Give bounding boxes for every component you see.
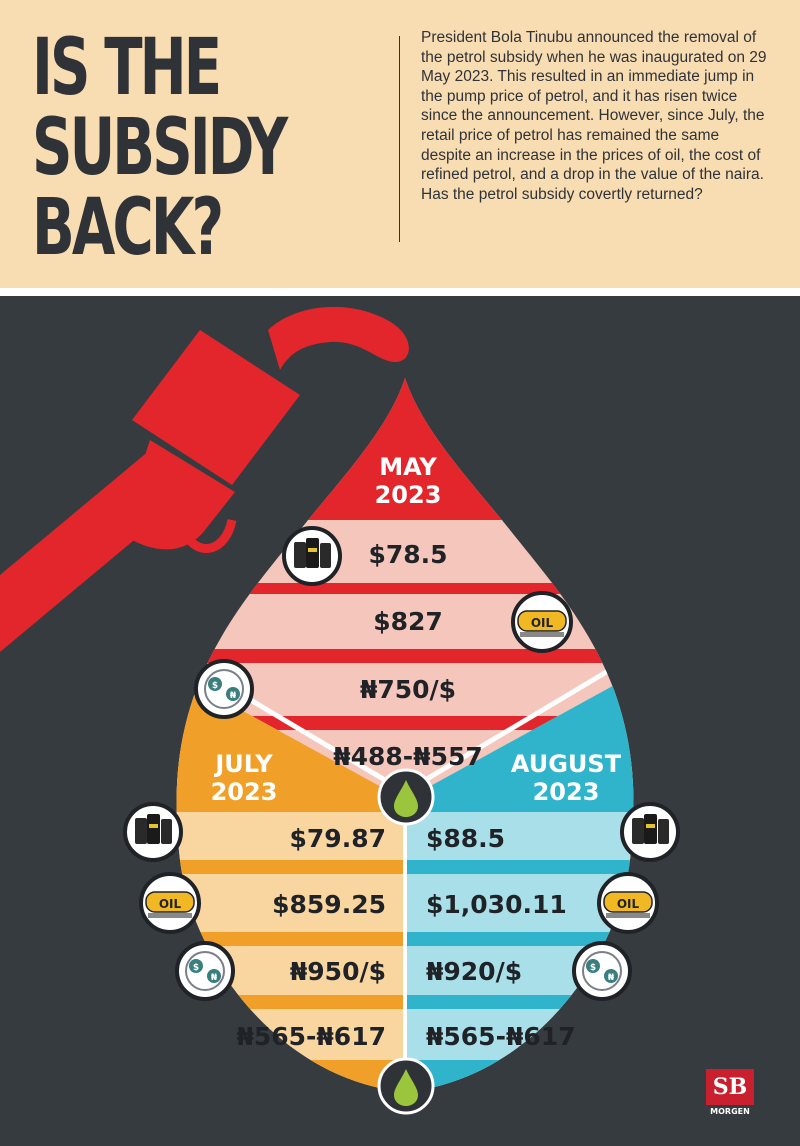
july-pump-price: ₦565-₦617 xyxy=(236,1022,386,1051)
tanker-label: OIL xyxy=(159,897,182,911)
july-refined-price: $859.25 xyxy=(272,890,386,919)
headline-line-1: IS THE xyxy=(32,23,222,113)
august-label-line2: 2023 xyxy=(533,778,600,806)
headline: IS THE SUBSIDY BACK? xyxy=(32,28,291,268)
logo-name: MORGEN xyxy=(710,1107,750,1116)
naira-symbol: ₦ xyxy=(230,691,237,701)
august-refined-price: $1,030.11 xyxy=(426,890,567,919)
july-exchange-rate: ₦950/$ xyxy=(290,957,386,986)
oil-tanker-icon: OIL xyxy=(139,872,201,934)
august-exchange-rate: ₦920/$ xyxy=(426,957,522,986)
header-panel xyxy=(0,0,800,288)
intro-text: President Bola Tinubu announced the remo… xyxy=(421,29,767,203)
august-oil-price: $88.5 xyxy=(426,824,505,853)
oil-barrel-icon xyxy=(282,526,342,586)
header-divider xyxy=(399,36,400,242)
may-exchange-rate: ₦750/$ xyxy=(360,675,456,704)
july-oil-price: $79.87 xyxy=(290,824,386,853)
may-pump-price: ₦488-₦557 xyxy=(333,742,483,771)
fuel-drop-icon xyxy=(377,1057,435,1115)
august-label-line1: AUGUST xyxy=(511,750,622,778)
headline-line-2: SUBSIDY xyxy=(32,103,288,193)
may-label-line1: MAY xyxy=(379,453,437,481)
currency-exchange-icon: $ ₦ xyxy=(175,941,235,1001)
naira-symbol: ₦ xyxy=(608,973,615,983)
dollar-symbol: $ xyxy=(212,681,218,691)
fuel-drop-icon xyxy=(377,768,435,826)
may-label-line2: 2023 xyxy=(375,481,442,509)
july-label-line2: 2023 xyxy=(211,778,278,806)
may-refined-price: $827 xyxy=(373,607,443,636)
tanker-label: OIL xyxy=(617,897,640,911)
naira-symbol: ₦ xyxy=(211,973,218,983)
july-label-line1: JULY xyxy=(213,750,273,778)
oil-tanker-icon: OIL xyxy=(511,591,573,653)
currency-exchange-icon: $ ₦ xyxy=(572,941,632,1001)
august-pump-price: ₦565-₦617 xyxy=(426,1022,576,1051)
headline-line-3: BACK? xyxy=(32,183,224,273)
dollar-symbol: $ xyxy=(590,963,596,973)
oil-barrel-icon xyxy=(620,802,680,862)
header-separator xyxy=(0,288,800,296)
dollar-symbol: $ xyxy=(193,963,199,973)
oil-tanker-icon: OIL xyxy=(597,872,659,934)
tanker-label: OIL xyxy=(531,616,554,630)
currency-exchange-icon: $ ₦ xyxy=(194,659,254,719)
sb-morgen-logo: SB xyxy=(706,1069,754,1105)
fuel-nozzle-icon xyxy=(0,306,409,652)
may-oil-price: $78.5 xyxy=(368,540,447,569)
oil-barrel-icon xyxy=(123,802,183,862)
